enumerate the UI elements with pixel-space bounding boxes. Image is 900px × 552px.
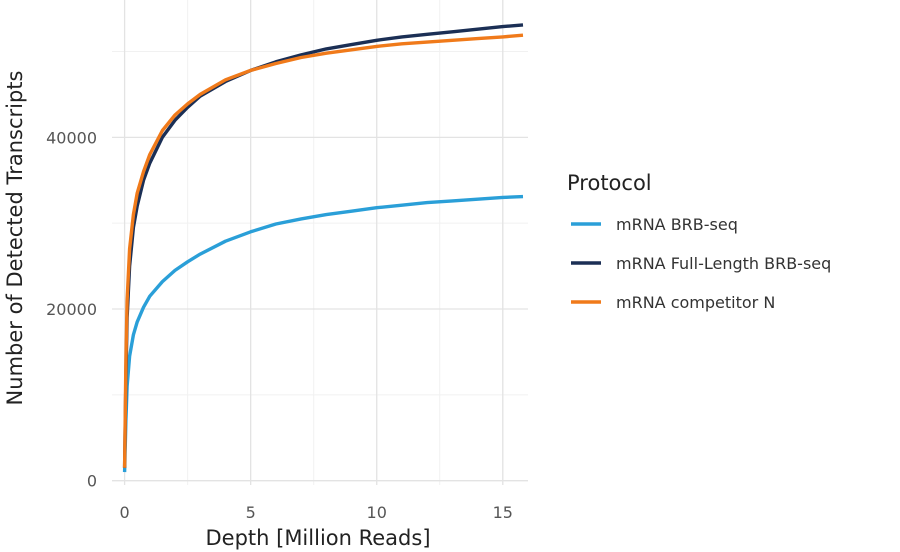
legend-label-3: mRNA competitor N: [616, 293, 775, 312]
x-axis-title: Depth [Million Reads]: [205, 526, 430, 550]
x-axis-ticks: 0 5 10 15: [120, 503, 513, 522]
y-axis-title: Number of Detected Transcripts: [3, 71, 27, 406]
series-lines: [122, 23, 524, 473]
legend-label-2: mRNA Full-Length BRB-seq: [616, 254, 831, 273]
legend-label-1: mRNA BRB-seq: [616, 215, 738, 234]
x-tick-label: 5: [246, 503, 256, 522]
x-tick-label: 0: [120, 503, 130, 522]
y-tick-label: 0: [87, 472, 97, 491]
y-tick-label: 40000: [46, 128, 97, 147]
x-tick-label: 10: [367, 503, 387, 522]
grid: [112, 0, 528, 485]
x-tick-label: 15: [493, 503, 513, 522]
series-line-3: [122, 33, 524, 468]
y-axis-ticks: 0 20000 40000: [46, 128, 97, 490]
legend: Protocol mRNA BRB-seq mRNA Full-Length BR…: [567, 171, 831, 312]
series-line-2: [122, 23, 524, 468]
legend-title: Protocol: [567, 171, 652, 195]
series-line-1: [122, 194, 524, 473]
y-tick-label: 20000: [46, 300, 97, 319]
